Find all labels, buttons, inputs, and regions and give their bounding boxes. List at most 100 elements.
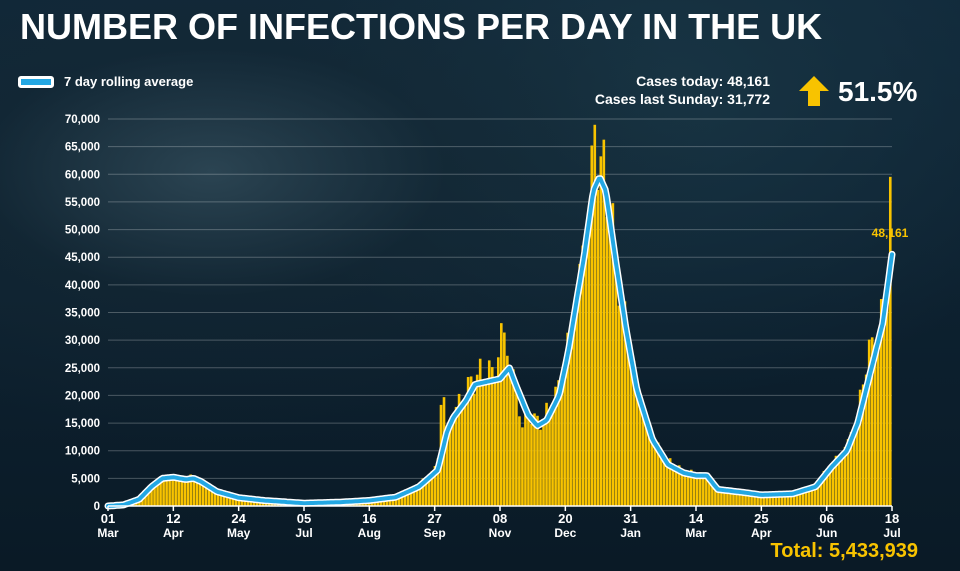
daily-bar	[213, 489, 217, 506]
daily-bar	[506, 355, 509, 506]
cases-last-sunday: Cases last Sunday: 31,772	[594, 91, 770, 107]
daily-bar	[481, 382, 485, 506]
daily-bar	[195, 481, 199, 506]
daily-bar	[240, 497, 244, 506]
latest-value-label: 48,161	[872, 226, 909, 240]
daily-bar	[735, 489, 738, 506]
x-tick-day: 01	[101, 511, 115, 526]
daily-bar	[183, 479, 186, 506]
daily-bar	[873, 362, 877, 506]
daily-bar	[234, 496, 238, 506]
daily-bar	[849, 432, 853, 506]
daily-bar	[171, 477, 174, 506]
daily-bar	[397, 495, 401, 506]
daily-bar	[744, 491, 747, 506]
daily-bar	[216, 493, 220, 506]
daily-bar	[623, 301, 627, 506]
daily-bar	[593, 124, 597, 506]
y-tick-label: 45,000	[65, 252, 100, 264]
daily-bar	[608, 233, 612, 506]
daily-bar	[708, 478, 711, 506]
y-tick-label: 60,000	[65, 169, 100, 181]
daily-bar	[509, 365, 512, 506]
daily-bar	[840, 452, 844, 506]
daily-bar	[515, 384, 518, 506]
daily-bar	[683, 476, 687, 506]
daily-bar	[723, 488, 726, 506]
daily-bar	[768, 493, 771, 506]
daily-bar	[653, 444, 657, 506]
rolling-average-swatch	[18, 75, 54, 88]
total-cases: Total: 5,433,939	[770, 540, 918, 562]
daily-bar	[165, 474, 168, 506]
y-tick-label: 50,000	[65, 225, 100, 237]
daily-bar	[671, 467, 675, 506]
daily-bar	[430, 471, 434, 506]
daily-bar	[144, 489, 147, 506]
daily-bar	[644, 413, 648, 506]
y-tick-label: 15,000	[65, 418, 100, 430]
daily-bar	[798, 491, 802, 506]
daily-bar	[689, 469, 693, 506]
x-tick-day: 24	[231, 511, 246, 526]
daily-bar	[662, 460, 666, 506]
daily-bar	[837, 455, 841, 506]
daily-bar	[415, 487, 419, 506]
y-tick-label: 10,000	[65, 446, 100, 458]
daily-bar	[500, 323, 503, 506]
daily-bar	[855, 416, 859, 506]
daily-bar	[391, 496, 395, 506]
daily-bar	[620, 289, 624, 506]
daily-bar	[680, 469, 684, 506]
x-tick-month: Dec	[554, 526, 576, 540]
daily-bar	[545, 402, 548, 506]
daily-bar	[159, 480, 162, 506]
daily-bar	[177, 476, 180, 506]
daily-bar	[867, 339, 871, 506]
x-tick-month: Mar	[97, 526, 119, 540]
x-tick-day: 25	[754, 511, 768, 526]
daily-bar	[614, 254, 618, 506]
daily-bar	[617, 305, 621, 506]
daily-bar	[192, 476, 196, 506]
daily-bar	[421, 478, 425, 506]
daily-bar	[795, 492, 799, 506]
daily-bar	[852, 429, 856, 506]
daily-bar	[219, 491, 223, 506]
daily-bar	[457, 393, 461, 506]
x-tick-month: May	[227, 526, 251, 540]
daily-bar	[864, 374, 868, 506]
daily-bar	[475, 374, 479, 506]
daily-bar	[548, 410, 551, 506]
x-tick-month: Jan	[620, 526, 641, 540]
daily-bar	[659, 448, 663, 506]
daily-bar	[228, 495, 232, 506]
daily-bar	[641, 407, 645, 506]
y-tick-label: 30,000	[65, 335, 100, 347]
daily-bar	[656, 442, 660, 506]
daily-bar	[512, 369, 515, 506]
daily-bar	[527, 411, 530, 506]
daily-bar	[635, 383, 639, 506]
daily-bar	[409, 488, 413, 506]
daily-bar	[584, 242, 588, 507]
x-axis: 01Mar12Apr24May05Jul16Aug27Sep08Nov20Dec…	[97, 505, 901, 540]
daily-bar	[156, 479, 159, 506]
y-tick-label: 0	[94, 501, 100, 513]
daily-bar	[536, 415, 539, 506]
daily-bars	[108, 124, 892, 507]
daily-bar	[222, 492, 226, 506]
daily-bar	[460, 402, 464, 506]
daily-bar	[699, 472, 702, 506]
daily-bar	[388, 497, 392, 506]
daily-bar	[750, 494, 753, 506]
daily-bar	[726, 488, 729, 506]
daily-bar	[427, 477, 431, 506]
daily-bar	[696, 476, 699, 506]
daily-bar	[732, 491, 735, 506]
daily-bar	[198, 478, 202, 506]
daily-bar	[774, 494, 778, 506]
daily-bar	[816, 484, 820, 506]
daily-bar	[792, 491, 796, 506]
